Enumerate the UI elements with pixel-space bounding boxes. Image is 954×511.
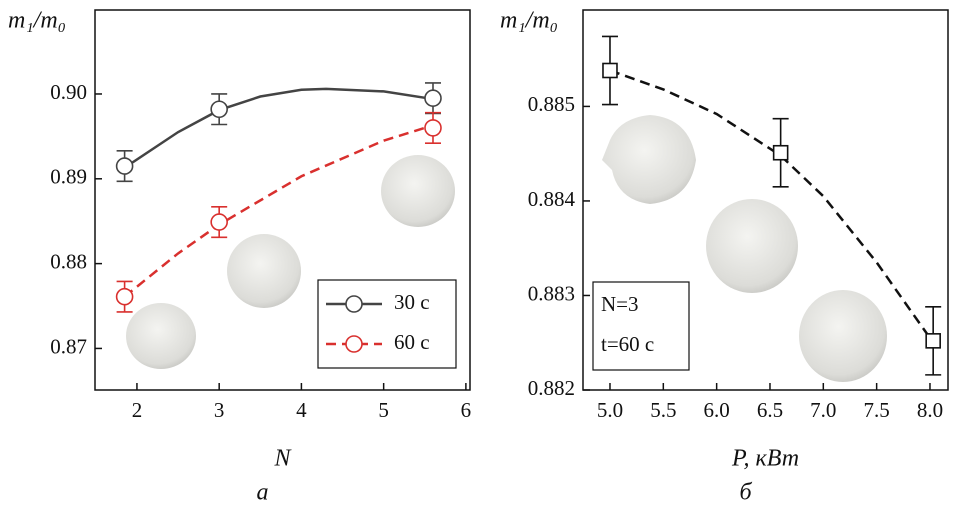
pellet-photo <box>602 115 696 204</box>
page: 0.87 0.88 0.89 0.90 2 3 4 5 6 m₁/m₀ Nа 30 с 60 с 0.88… <box>0 0 954 511</box>
x-tick-label: 8.0 <box>917 398 943 422</box>
pellet-photo <box>227 234 301 308</box>
marker <box>774 146 788 160</box>
x-tick-label: 2 <box>132 398 143 422</box>
y-tick-label: 0.885 <box>528 92 575 116</box>
y-tick-label: 0.884 <box>528 187 576 211</box>
annotation: t=60 с <box>601 332 654 356</box>
legend-box <box>318 280 456 368</box>
pellet-photo <box>799 290 887 382</box>
marker <box>211 214 227 230</box>
y-axis-label: m₁/m₀ <box>500 8 558 34</box>
marker <box>603 63 617 77</box>
panel-label: а <box>257 480 269 506</box>
marker <box>425 120 441 136</box>
x-tick-label: 4 <box>296 398 307 422</box>
y-tick-label: 0.89 <box>50 165 87 189</box>
legend-marker <box>346 296 362 312</box>
x-tick-label: 7.5 <box>864 398 890 422</box>
panel-label: б <box>739 480 752 506</box>
y-tick-label: 0.88 <box>50 249 87 273</box>
x-tick-label: 5.5 <box>650 398 676 422</box>
marker <box>425 90 441 106</box>
y-tick-label: 0.90 <box>50 80 87 104</box>
legend-label: 60 с <box>394 330 430 354</box>
x-tick-label: 6.0 <box>704 398 730 422</box>
y-axis-label: m₁/m₀ <box>8 8 66 34</box>
x-tick-label: 6.5 <box>757 398 783 422</box>
y-tick-label: 0.87 <box>50 334 87 358</box>
pellet-photo <box>126 303 196 369</box>
x-tick-label: 6 <box>461 398 472 422</box>
x-axis-label: N <box>273 446 292 472</box>
figure: 0.87 0.88 0.89 0.90 2 3 4 5 6 m₁/m₀ Nа 30 с 60 с 0.88… <box>0 0 954 511</box>
pellet-photo <box>706 199 798 293</box>
legend-label: 30 с <box>394 290 430 314</box>
marker <box>926 334 940 348</box>
legend-marker <box>346 336 362 352</box>
marker <box>117 158 133 174</box>
x-axis-label: P, кВт <box>731 446 799 472</box>
y-tick-label: 0.883 <box>528 281 575 305</box>
y-tick-label: 0.882 <box>528 376 575 400</box>
x-tick-label: 5 <box>378 398 389 422</box>
marker <box>211 101 227 117</box>
marker <box>117 289 133 305</box>
x-tick-label: 5.0 <box>597 398 623 422</box>
fit-line <box>125 89 433 168</box>
pellet-photo <box>381 155 455 227</box>
x-tick-label: 3 <box>214 398 225 422</box>
x-tick-label: 7.0 <box>810 398 836 422</box>
annotation: N=3 <box>601 292 639 316</box>
